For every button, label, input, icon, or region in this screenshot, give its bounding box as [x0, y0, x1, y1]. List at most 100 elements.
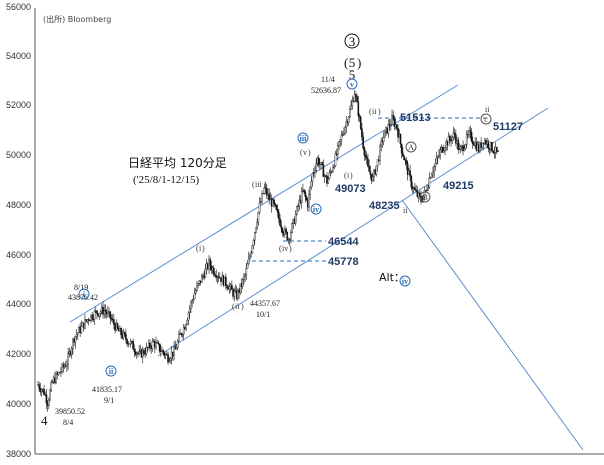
candle-body [402, 152, 404, 157]
candle-body [341, 134, 344, 136]
candle-body [51, 381, 54, 383]
candle-body [110, 318, 113, 320]
candle-body [194, 290, 197, 294]
y-tick-56000: 56000 [6, 2, 31, 12]
candle-body [261, 193, 263, 203]
wave-label-paren-ii-b: ii [372, 107, 377, 116]
wave-paren-ii-close: ) [241, 302, 244, 311]
candle-body [157, 342, 160, 344]
wave-label-paren-ii: ii [235, 302, 240, 311]
candle-body [321, 162, 323, 165]
wave-label-ii-top: ii [485, 105, 490, 114]
candle-body [358, 115, 361, 118]
candle-body [182, 327, 185, 335]
candle-body [356, 96, 358, 103]
candle-body [296, 206, 298, 215]
candle-body [87, 319, 90, 321]
candle-body [332, 167, 334, 172]
y-tick-48000: 48000 [6, 200, 31, 210]
candle-body [70, 348, 73, 355]
candle-body [245, 268, 248, 276]
annotation-date-9-1: 9/1 [104, 396, 114, 405]
candle-body [233, 291, 236, 297]
candle-body [113, 319, 115, 325]
candle-body [391, 115, 393, 125]
candle-body [43, 388, 45, 395]
candle-body [349, 109, 351, 118]
candle-body [337, 145, 339, 155]
candle-body [390, 124, 392, 127]
mid-channel-line [157, 107, 549, 357]
wave-label-paren-iii: iii [255, 180, 262, 189]
candle-body [380, 140, 382, 147]
candle-body [345, 121, 348, 128]
candle-body [436, 156, 439, 159]
level-label-49215: 49215 [443, 180, 474, 192]
lower-trend-line [401, 199, 584, 451]
candle-body [314, 170, 316, 173]
candle-body [93, 311, 96, 320]
candle-body [178, 334, 180, 342]
candle-body [285, 228, 287, 233]
candle-body [125, 334, 127, 340]
alt-wave-circled-iv: iv [399, 275, 411, 287]
wave-label-4: 4 [41, 413, 48, 428]
candle-body [181, 334, 184, 336]
candle-body [433, 166, 435, 173]
candle-body [357, 101, 360, 117]
wave-circle-3 [344, 33, 360, 49]
candle-body [355, 94, 357, 97]
candle-body [328, 172, 331, 179]
annotation-price-44357: 44357.67 [250, 299, 280, 308]
candle-body [169, 358, 172, 362]
wave-paren-i-open: ( [196, 244, 199, 253]
wave-label-paren-v: v [303, 148, 307, 157]
y-tick-50000: 50000 [6, 150, 31, 160]
candle-body [317, 157, 320, 165]
candle-body [143, 350, 145, 354]
candle-body [304, 191, 307, 197]
candle-body [339, 139, 342, 142]
candle-body [315, 163, 317, 171]
candle-body [241, 279, 244, 287]
candle-body [66, 364, 68, 367]
candle-body [262, 193, 264, 195]
candle-body [371, 176, 374, 181]
candle-body [327, 178, 330, 184]
wave-circle-blue-i [78, 288, 90, 300]
y-tick-54000: 54000 [6, 51, 31, 61]
annotation-price-43876: 43876.42 [68, 293, 98, 302]
chart-subtitle: ('25/8/1-12/15) [133, 174, 199, 186]
source-label: (出所) Bloomberg [43, 14, 111, 24]
level-label-51513: 51513 [400, 112, 431, 124]
candle-body [351, 100, 354, 106]
candle-body [467, 134, 469, 136]
wave-paren-ii-open: ( [232, 302, 235, 311]
candle-body [255, 227, 257, 233]
candle-body [449, 136, 451, 140]
wave-label-3-circled: 3 [344, 33, 360, 49]
candle-body [300, 190, 303, 203]
candle-body [410, 176, 413, 188]
candle-body [129, 341, 132, 345]
y-tick-40000: 40000 [6, 399, 31, 409]
candle-body [384, 130, 386, 138]
wave-circle-blue-iv [310, 203, 322, 215]
wave-paren-i-b-open: ( [344, 171, 347, 180]
wave-paren-iv-close: ) [289, 244, 292, 253]
wave-paren-v-open: ( [300, 148, 303, 157]
candle-body [60, 371, 62, 373]
candle-body [441, 147, 444, 153]
candle-body [409, 170, 411, 177]
candle-body [464, 144, 467, 149]
annotation-date-8-19: 8/19 [74, 283, 88, 292]
candle-body [55, 373, 57, 383]
candle-body [451, 136, 454, 142]
candle-body [192, 298, 195, 301]
candle-body [123, 332, 126, 335]
candle-body [176, 341, 179, 349]
annotation-price-52636: 52636.87 [311, 86, 341, 95]
candle-body [243, 276, 245, 280]
candle-body [228, 286, 231, 290]
candle-body [204, 268, 207, 278]
